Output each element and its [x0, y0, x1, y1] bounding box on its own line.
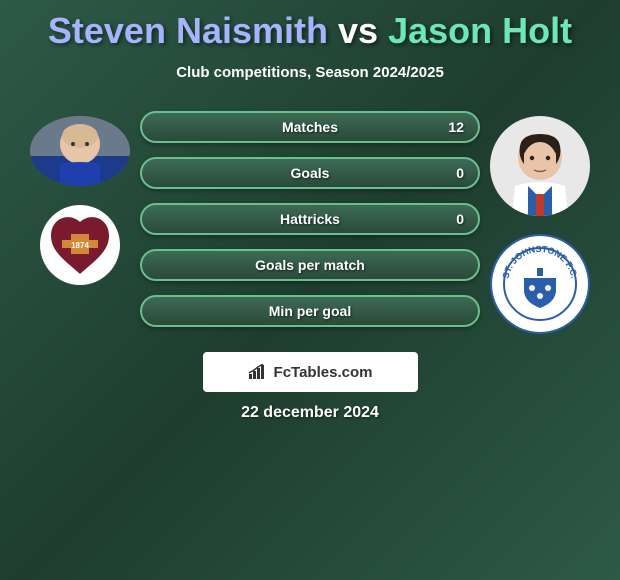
stat-goals: Goals 0 [140, 157, 480, 189]
player1-club-badge: 1874 [39, 204, 121, 286]
branding-text: FcTables.com [274, 364, 373, 381]
page-title: Steven Naismith vs Jason Holt [0, 10, 620, 52]
branding-badge: FcTables.com [203, 352, 418, 392]
main-area: 1874 Matches 12 Goals 0 Hattricks 0 Goal… [0, 111, 620, 334]
stat-value: 0 [456, 165, 464, 181]
date: 22 december 2024 [0, 404, 620, 422]
title-vs: vs [338, 10, 378, 51]
stat-mpg: Min per goal [140, 295, 480, 327]
stat-label: Goals per match [255, 257, 365, 273]
stat-value: 12 [448, 119, 464, 135]
svg-text:1874: 1874 [71, 241, 89, 250]
title-player1: Steven Naismith [48, 10, 328, 51]
stat-label: Hattricks [280, 211, 340, 227]
stat-gpm: Goals per match [140, 249, 480, 281]
stat-hattricks: Hattricks 0 [140, 203, 480, 235]
player1-column: 1874 [30, 116, 130, 286]
stats-column: Matches 12 Goals 0 Hattricks 0 Goals per… [140, 111, 480, 327]
player2-column: ST. JOHNSTONE F.C. [490, 116, 590, 334]
stat-label: Matches [282, 119, 338, 135]
player1-photo [30, 116, 130, 186]
title-player2: Jason Holt [388, 10, 572, 51]
stat-label: Goals [291, 165, 330, 181]
chart-rising-icon [248, 364, 268, 380]
player2-photo [490, 116, 590, 216]
player2-club-badge: ST. JOHNSTONE F.C. [490, 234, 590, 334]
stat-value: 0 [456, 211, 464, 227]
subtitle: Club competitions, Season 2024/2025 [0, 64, 620, 81]
stat-matches: Matches 12 [140, 111, 480, 143]
stat-label: Min per goal [269, 303, 351, 319]
comparison-card: Steven Naismith vs Jason Holt Club compe… [0, 0, 620, 432]
